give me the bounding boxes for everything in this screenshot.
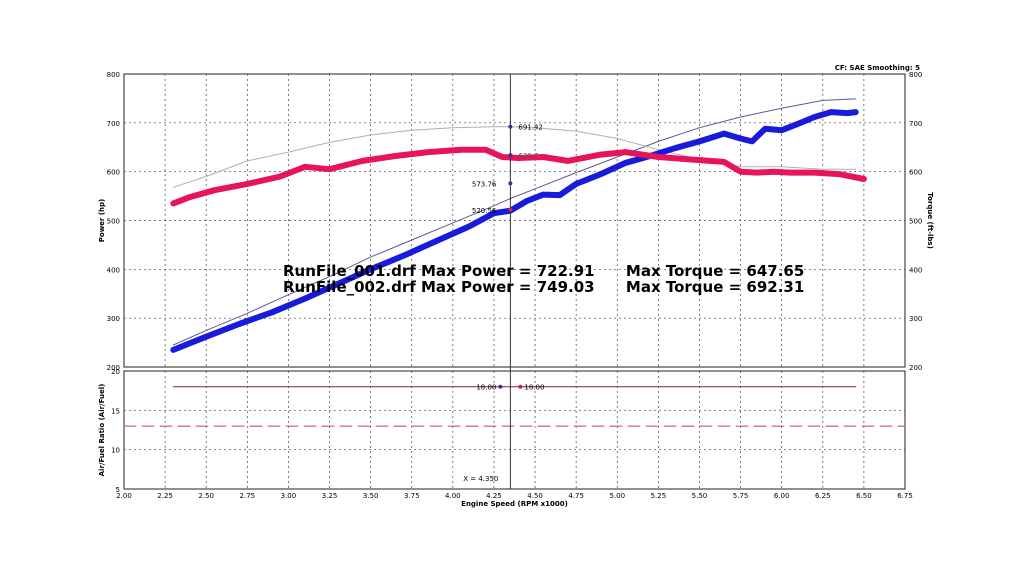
torque-y-tick-label: 400 (909, 266, 922, 274)
torque-y-tick-label: 200 (909, 364, 922, 372)
power-y-tick-label: 700 (107, 120, 120, 128)
afr-panel-frame (123, 370, 906, 490)
max-summary-annotation: RunFile_002.drf Max Power = 749.03 Max T… (283, 278, 804, 296)
afr-cursor-value-label: 18.00 (524, 384, 544, 392)
cursor-readout: X = 4.350 (463, 475, 498, 483)
x-axis-label: Engine Speed (RPM x1000) (461, 500, 568, 508)
correction-factor-label: CF: SAE Smoothing: 5 (834, 64, 920, 72)
cursor-value-label: 520.56 (472, 207, 497, 215)
cursor-marker (508, 153, 513, 158)
x-tick-label: 3.00 (281, 492, 297, 500)
max-summary-annotation: RunFile_001.drf Max Power = 722.91 Max T… (283, 262, 804, 280)
x-tick-label: 2.00 (116, 492, 132, 500)
power-y-tick-label: 500 (107, 218, 120, 226)
cursor-value-label: 629.7 (518, 152, 538, 160)
x-tick-label: 4.25 (486, 492, 502, 500)
x-tick-label: 3.75 (404, 492, 420, 500)
torque-y-tick-label: 500 (909, 218, 922, 226)
x-tick-label: 5.75 (733, 492, 749, 500)
afr-axis-label: Air/Fuel Ratio (Air/Fuel) (98, 384, 106, 477)
cursor-marker (508, 207, 513, 212)
torque-y-tick-label: 700 (909, 120, 922, 128)
torque-y-tick-label: 600 (909, 169, 922, 177)
afr-y-tick-label: 20 (111, 368, 120, 376)
power-torque-series-thick (170, 109, 859, 353)
power-y-tick-label: 200 (107, 364, 120, 372)
afr-cursor-marker (498, 384, 503, 389)
afr-y-tick-label: 15 (111, 407, 120, 415)
x-tick-label: 2.50 (198, 492, 214, 500)
torque-y-tick-label: 800 (909, 71, 922, 79)
cursor-value-label: 691.42 (518, 124, 543, 132)
afr-y-tick-label: 10 (111, 447, 120, 455)
x-tick-label: 6.00 (774, 492, 790, 500)
x-tick-label: 4.50 (527, 492, 543, 500)
x-tick-label: 4.00 (445, 492, 461, 500)
x-tick-label: 6.50 (856, 492, 872, 500)
x-tick-label: 3.25 (322, 492, 338, 500)
power-y-tick-label: 600 (107, 169, 120, 177)
x-tick-label: 5.25 (651, 492, 667, 500)
cursor-marker (508, 124, 513, 129)
x-tick-label: 5.00 (609, 492, 625, 500)
power-torque-series-thick (170, 146, 867, 207)
x-tick-label: 3.50 (363, 492, 379, 500)
torque-axis-label: Torque (ft-lbs) (926, 192, 934, 249)
cursor-marker (508, 181, 513, 186)
x-tick-label: 6.75 (897, 492, 913, 500)
torque-y-tick-label: 300 (909, 315, 922, 323)
power-axis-label: Power (hp) (98, 199, 106, 242)
x-tick-label: 5.50 (692, 492, 708, 500)
afr-y-tick-label: 5 (116, 486, 120, 494)
afr-cursor-marker (518, 384, 523, 389)
x-tick-label: 4.75 (568, 492, 584, 500)
power-y-tick-label: 400 (107, 266, 120, 274)
cursor-value-label: 573.76 (472, 180, 497, 188)
x-tick-label: 2.75 (240, 492, 256, 500)
power-y-tick-label: 800 (107, 71, 120, 79)
power-y-tick-label: 300 (107, 315, 120, 323)
x-tick-label: 6.25 (815, 492, 831, 500)
x-tick-label: 2.25 (157, 492, 173, 500)
afr-cursor-value-label: 18.00 (476, 384, 496, 392)
